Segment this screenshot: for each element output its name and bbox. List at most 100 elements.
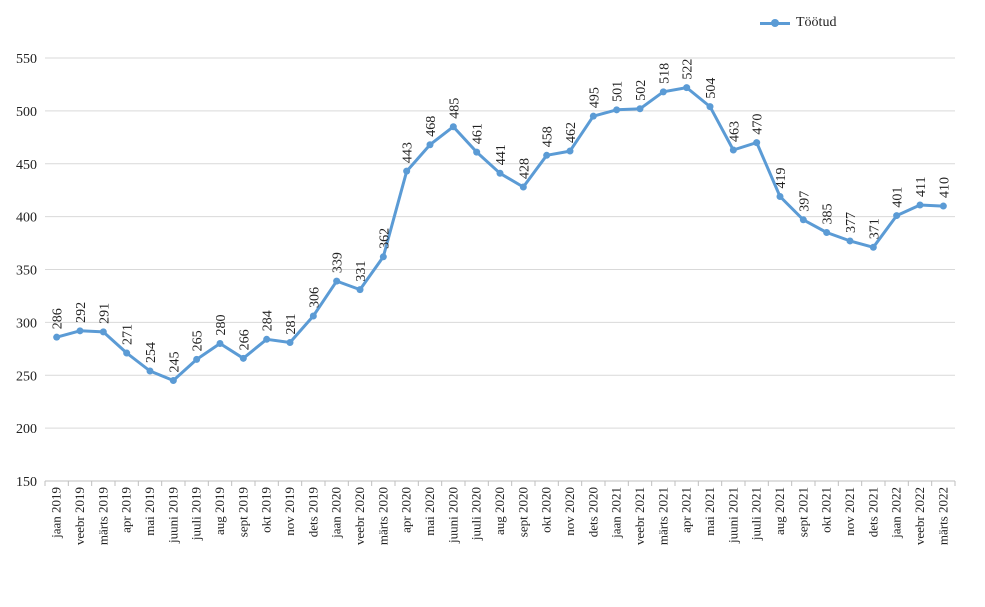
x-tick-label: märts 2022 [935,487,950,545]
x-tick-label: dets 2020 [585,487,600,537]
data-point [426,141,434,149]
data-point [846,237,854,245]
y-tick-label: 300 [16,316,37,331]
x-tick-label: veebr 2022 [912,487,927,545]
x-tick-label: jaan 2021 [609,487,624,539]
data-label: 502 [634,80,649,101]
x-axis: jaan 2019 veebr 2019 märts 2019 apr 2019 mai… [44,480,956,545]
data-point [869,243,877,251]
data-label: 458 [541,126,556,147]
data-point [776,193,784,201]
x-tick-label: nov 2020 [562,487,577,536]
data-point [589,112,597,120]
data-label: 291 [97,303,112,324]
data-point [286,338,294,346]
x-tick-label: nov 2019 [282,487,297,536]
data-point [169,377,177,385]
data-label: 286 [51,308,66,329]
data-label: 245 [167,352,182,373]
x-tick-label: juuni 2020 [445,487,460,544]
x-tick-label: jaan 2019 [49,487,64,539]
data-point [496,169,504,177]
data-point [263,335,271,343]
data-label: 518 [657,63,672,84]
data-point [659,88,667,96]
data-label: 371 [867,218,882,239]
data-point [333,277,341,285]
data-point [76,327,84,335]
y-tick-label: 250 [16,369,37,384]
data-label: 331 [354,261,369,282]
x-tick-label: juuni 2021 [725,487,740,544]
data-label: 504 [704,78,719,99]
x-tick-label: märts 2019 [95,487,110,545]
data-label: 401 [891,187,906,208]
data-label: 419 [774,168,789,189]
grid-lines [45,57,955,429]
data-point [939,202,947,210]
y-tick-label: 550 [16,52,37,67]
data-point [799,216,807,224]
y-tick-label: 350 [16,264,37,279]
data-label: 501 [611,81,626,102]
x-tick-label: apr 2021 [679,487,694,533]
data-point [613,106,621,114]
x-tick-label: nov 2021 [842,487,857,536]
x-tick-label: veebr 2021 [632,487,647,545]
data-label: 397 [797,191,812,212]
data-point [99,328,107,336]
data-point [729,146,737,154]
data-point [193,355,201,363]
data-point [356,286,364,294]
data-point [893,212,901,220]
data-point [566,147,574,155]
data-point [309,312,317,320]
x-tick-label: sept 2021 [795,487,810,537]
data-label: 292 [74,302,89,323]
x-tick-label: apr 2020 [399,487,414,533]
data-label: 428 [517,158,532,179]
data-label: 339 [331,252,346,273]
x-tick-label: aug 2020 [492,487,507,535]
data-label: 377 [844,212,859,233]
x-tick-label: sept 2020 [515,487,530,537]
data-point [146,367,154,375]
data-label: 281 [284,313,299,334]
x-tick-label: sept 2019 [235,487,250,537]
x-tick-label: dets 2021 [865,487,880,537]
data-label: 411 [914,177,929,197]
data-point [683,84,691,92]
legend-line-marker-icon [760,17,790,29]
x-tick-label: mai 2020 [422,487,437,536]
data-point [636,105,644,113]
data-label: 463 [727,121,742,142]
x-tick-label: mai 2019 [142,487,157,536]
y-tick-label: 450 [16,158,37,173]
y-tick-label: 150 [16,475,37,490]
data-labels: 286 292 291 271 254 245 265 280 266 284 281 306 339 3… [51,59,953,373]
x-tick-label: okt 2021 [819,487,834,533]
data-point [379,253,387,261]
data-point [449,123,457,131]
x-tick-label: juuli 2020 [469,487,484,541]
data-label: 468 [424,116,439,137]
data-label: 280 [214,315,229,336]
data-label: 443 [401,142,416,163]
data-label: 470 [751,114,766,135]
data-label: 266 [237,329,252,350]
data-label: 306 [307,287,322,308]
data-label: 271 [121,324,136,345]
data-point [823,228,831,236]
data-point [123,349,131,357]
x-tick-label: aug 2021 [772,487,787,535]
data-point [519,183,527,191]
data-label: 495 [587,87,602,108]
data-point [216,340,224,348]
x-tick-label: juuli 2021 [749,487,764,541]
x-tick-label: juuni 2019 [165,487,180,544]
data-point [239,354,247,362]
data-point [403,167,411,175]
data-point [543,151,551,159]
data-point [706,103,714,111]
